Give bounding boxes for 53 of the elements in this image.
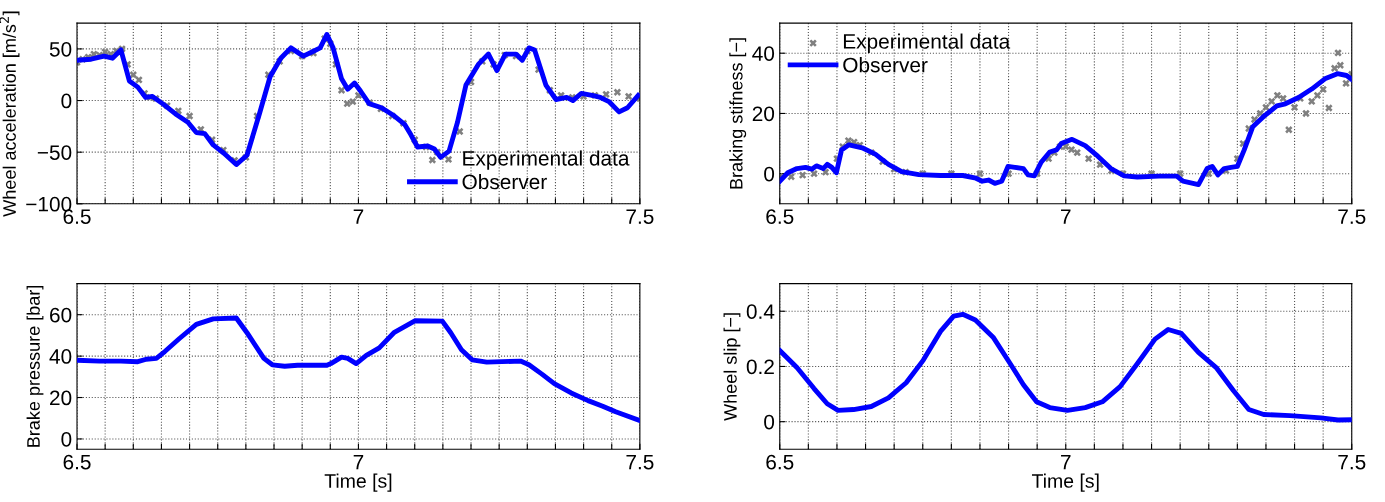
point — [1330, 64, 1339, 72]
y-tick-label: 0 — [61, 431, 72, 447]
y-axis-title: Brake pressure [bar] — [26, 285, 44, 447]
y-axis-title: Wheel slip [−] — [723, 313, 741, 421]
x-tick-label: 7.5 — [1338, 454, 1366, 470]
y-tick-label: 0.4 — [746, 304, 775, 319]
x-tick-label: 7 — [353, 454, 364, 470]
x-tick-label: 6.5 — [766, 454, 794, 470]
point — [1262, 103, 1270, 112]
x-tick-label: 6.5 — [63, 454, 91, 470]
y-tick-label: 20 — [752, 106, 775, 122]
line-series — [779, 311, 1352, 423]
y-tick-label: 0 — [61, 93, 72, 109]
point — [1084, 154, 1093, 163]
y-tick-label: 0.2 — [746, 359, 774, 375]
y-tick-label: 50 — [49, 41, 72, 57]
legend-label: Experimental data — [463, 150, 630, 170]
line-series — [77, 315, 640, 423]
y-tick-label: 40 — [752, 46, 775, 61]
point — [1308, 97, 1316, 106]
legend-label: Observer — [462, 173, 547, 190]
x-tick-label: 7 — [1061, 209, 1071, 224]
y-tick-label: 40 — [49, 349, 72, 364]
x-axis-title: Time [s] — [324, 473, 392, 492]
legend-label: Experimental data — [843, 33, 1011, 53]
x-tick-label: 7.5 — [1338, 209, 1366, 224]
x-tick-label: 7 — [1061, 454, 1071, 470]
y-tick-label: −50 — [37, 145, 72, 160]
point — [1319, 85, 1327, 94]
point — [976, 170, 984, 178]
point — [810, 170, 818, 178]
point — [1073, 148, 1081, 157]
point — [798, 171, 807, 179]
x-tick-label: 7.5 — [626, 454, 654, 470]
point — [1285, 126, 1293, 134]
y-axis-title: Braking stifness [−] — [729, 38, 747, 189]
y-tick-label: 0 — [764, 166, 775, 182]
x-axis-title: Time [s] — [1031, 473, 1099, 492]
point — [1342, 79, 1350, 88]
point — [1313, 91, 1322, 100]
point — [1268, 97, 1276, 106]
point — [1336, 61, 1344, 69]
y-tick-label: 60 — [50, 307, 72, 323]
point — [1273, 91, 1282, 100]
x-tick-label: 6.5 — [766, 209, 794, 224]
y-tick-label: 20 — [50, 390, 72, 406]
legend-label: Observer — [843, 57, 928, 73]
point — [1302, 109, 1310, 118]
x-tick-label: 7.5 — [626, 209, 654, 224]
x-tick-label: 7 — [353, 209, 364, 224]
y-tick-label: 0 — [764, 414, 775, 430]
point — [1279, 94, 1287, 103]
y-axis-title: Wheel acceleration [m/s$^{2}$] — [0, 11, 20, 217]
